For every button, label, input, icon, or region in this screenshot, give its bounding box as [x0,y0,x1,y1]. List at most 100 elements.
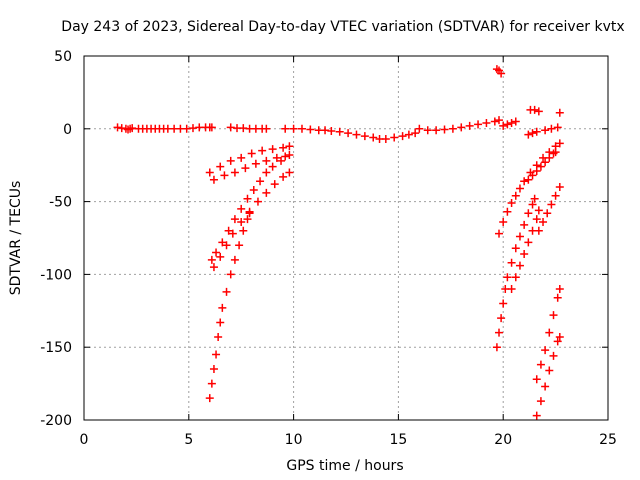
data-point [258,146,267,155]
data-point [555,108,564,117]
data-point [256,177,265,186]
data-point [216,318,225,327]
data-point [536,162,545,171]
data-point [553,337,562,346]
data-point [247,149,256,158]
data-point [495,328,504,337]
data-point [222,287,231,296]
data-point [243,194,252,203]
data-series [415,116,504,135]
data-point [499,121,508,130]
data-point [545,328,554,337]
data-point [209,175,218,184]
data-point [216,162,225,171]
data-point [327,126,336,135]
data-point [281,124,290,133]
data-point [228,229,237,238]
data-point [547,124,556,133]
data-series [499,117,520,130]
data-point [281,152,290,161]
y-tick-label: 50 [54,49,72,65]
data-point [423,126,432,135]
data-point [511,273,520,282]
data-point [532,167,541,176]
data-point [448,124,457,133]
data-point [381,134,390,143]
data-point [230,215,239,224]
data-point [555,333,564,342]
data-point [270,180,279,189]
data-point [507,199,516,208]
data-point [520,250,529,259]
data-point [243,215,252,224]
data-series [492,65,506,78]
data-point [262,124,271,133]
data-point [212,248,221,257]
data-series [532,284,564,384]
data-point [285,151,294,160]
data-point [524,130,533,139]
data-point [205,168,214,177]
data-point [528,200,537,209]
data-point [551,191,560,200]
data-series [492,194,539,352]
data-point [207,379,216,388]
data-point [492,343,501,352]
data-point [279,172,288,181]
data-point [230,255,239,264]
x-tick-label: 15 [389,432,407,448]
data-point [503,273,512,282]
data-point [440,125,449,134]
data-point [237,217,246,226]
data-point [306,125,315,134]
data-point [398,132,407,141]
data-point [541,382,550,391]
data-point [536,360,545,369]
data-point [352,130,361,139]
data-point [545,366,554,375]
data-point [218,238,227,247]
data-point [524,175,533,184]
data-point [268,145,277,154]
data-point [541,126,550,135]
data-point [214,333,223,342]
data-point [277,156,286,165]
data-point [515,184,524,193]
data-point [503,120,512,129]
data-point [541,346,550,355]
data-point [490,117,499,126]
data-point [503,207,512,216]
x-tick-label: 20 [494,432,512,448]
data-point [541,158,550,167]
data-point [220,171,229,180]
y-axis-label: SDTVAR / TECUs [8,181,24,296]
data-point [545,153,554,162]
data-point [245,209,254,218]
data-point [532,215,541,224]
data-point [536,397,545,406]
data-series [226,123,271,133]
data-point [297,124,306,133]
x-axis-label: GPS time / hours [286,458,403,474]
data-point [551,148,560,157]
data-series [507,206,543,293]
data-point [251,159,260,168]
data-series [524,148,560,184]
x-tick-label: 25 [599,432,617,448]
data-series [526,105,543,116]
data-point [532,375,541,384]
data-point [209,263,218,272]
y-tick-label: -200 [40,413,72,429]
data-point [209,365,218,374]
data-point [499,299,508,308]
data-point [268,162,277,171]
data-point [216,252,225,261]
data-point [543,209,552,218]
data-point [360,132,369,141]
data-point [482,118,491,127]
data-point [457,123,466,132]
data-point [404,130,413,139]
data-point [530,105,539,114]
data-point [515,261,524,270]
